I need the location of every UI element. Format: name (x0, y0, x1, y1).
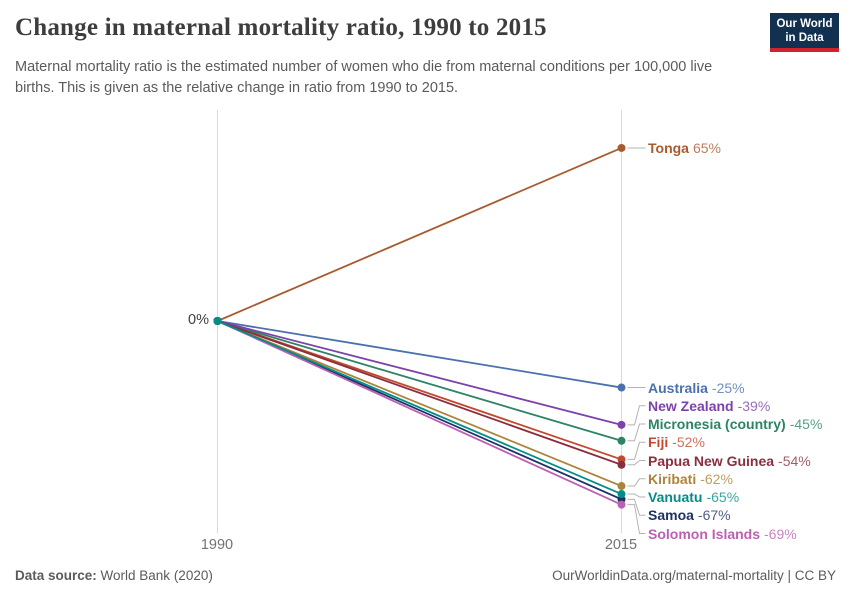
series-label-australia[interactable]: Australia -25% (648, 379, 745, 397)
owid-logo-line2: in Data (785, 32, 824, 44)
license-credit-link[interactable]: OurWorldinData.org/maternal-mortality | … (552, 568, 836, 583)
data-source: Data source: World Bank (2020) (15, 568, 213, 583)
series-line-vanuatu[interactable] (217, 320, 622, 495)
series-line-kiribati[interactable] (217, 320, 622, 487)
series-end-dot-new-zealand[interactable] (617, 420, 626, 429)
series-change-value: -25% (711, 379, 745, 396)
x-axis-label-2015: 2015 (604, 537, 638, 553)
series-name: Solomon Islands (648, 525, 761, 542)
series-name: Samoa (648, 507, 694, 524)
series-label-fiji[interactable]: Fiji -52% (648, 433, 705, 451)
series-line-new-zealand[interactable] (217, 320, 622, 426)
series-end-dot-micronesia-country[interactable] (617, 436, 626, 445)
series-name: Australia (648, 379, 708, 396)
label-connector-new-zealand (627, 405, 646, 426)
series-line-australia[interactable] (217, 320, 622, 389)
label-connector-papua-new-guinea (627, 460, 646, 466)
series-change-value: -52% (672, 434, 705, 451)
owid-logo-box: Our World in Data (770, 13, 839, 48)
series-end-dot-tonga[interactable] (617, 143, 626, 152)
series-end-dot-vanuatu[interactable] (617, 490, 626, 499)
chart-footer: Data source: World Bank (2020) OurWorldi… (15, 568, 836, 583)
series-line-solomon-islands[interactable] (217, 320, 622, 506)
label-connector-kiribati (627, 478, 646, 487)
label-connector-fiji (627, 441, 646, 460)
label-connector-micronesia-country (627, 423, 646, 442)
data-source-label: Data source: (15, 568, 97, 583)
series-name: Papua New Guinea (648, 452, 775, 469)
series-name: Micronesia (country) (648, 416, 786, 433)
series-change-value: 65% (692, 139, 721, 156)
owid-logo-stripe (770, 48, 839, 52)
series-label-papua-new-guinea[interactable]: Papua New Guinea -54% (648, 452, 811, 470)
series-label-tonga[interactable]: Tonga 65% (648, 139, 721, 157)
data-source-value: World Bank (2020) (96, 568, 213, 583)
series-end-dot-australia[interactable] (617, 383, 626, 392)
series-line-papua-new-guinea[interactable] (217, 320, 622, 466)
series-name: Kiribati (648, 470, 697, 487)
series-label-micronesia-country[interactable]: Micronesia (country) -45% (648, 415, 822, 433)
series-label-kiribati[interactable]: Kiribati -62% (648, 470, 733, 488)
chart-subtitle: Maternal mortality ratio is the estimate… (15, 59, 713, 96)
series-label-samoa[interactable]: Samoa -67% (648, 506, 731, 524)
series-change-value: -39% (737, 397, 771, 414)
series-name: Fiji (648, 434, 669, 451)
series-line-tonga[interactable] (217, 147, 622, 322)
series-end-dot-papua-new-guinea[interactable] (617, 460, 626, 469)
series-label-new-zealand[interactable]: New Zealand -39% (648, 397, 770, 415)
series-start-dot-vanuatu[interactable] (213, 317, 222, 325)
series-end-dot-kiribati[interactable] (617, 482, 626, 491)
series-name: Tonga (648, 139, 689, 156)
series-change-value: -45% (789, 416, 823, 433)
series-name: Vanuatu (648, 489, 703, 506)
x-axis-label-1990: 1990 (200, 537, 234, 553)
owid-logo[interactable]: Our World in Data (770, 13, 839, 52)
series-end-dot-solomon-islands[interactable] (617, 500, 626, 509)
series-change-value: -62% (700, 470, 733, 487)
series-label-solomon-islands[interactable]: Solomon Islands -69% (648, 525, 797, 543)
chart-title: Change in maternal mortality ratio, 1990… (15, 14, 547, 41)
series-change-value: -65% (706, 489, 740, 506)
series-name: New Zealand (648, 397, 734, 414)
series-change-value: -69% (764, 525, 797, 542)
owid-logo-line1: Our World (776, 18, 833, 30)
series-label-vanuatu[interactable]: Vanuatu -65% (648, 488, 739, 506)
label-connector-vanuatu (627, 493, 646, 498)
series-line-micronesia-country[interactable] (217, 320, 622, 442)
label-connector-samoa (627, 498, 646, 516)
y-axis-zero-label: 0% (188, 312, 209, 328)
series-change-value: -67% (697, 507, 731, 524)
series-change-value: -54% (778, 452, 811, 469)
label-connector-solomon-islands (627, 504, 646, 535)
